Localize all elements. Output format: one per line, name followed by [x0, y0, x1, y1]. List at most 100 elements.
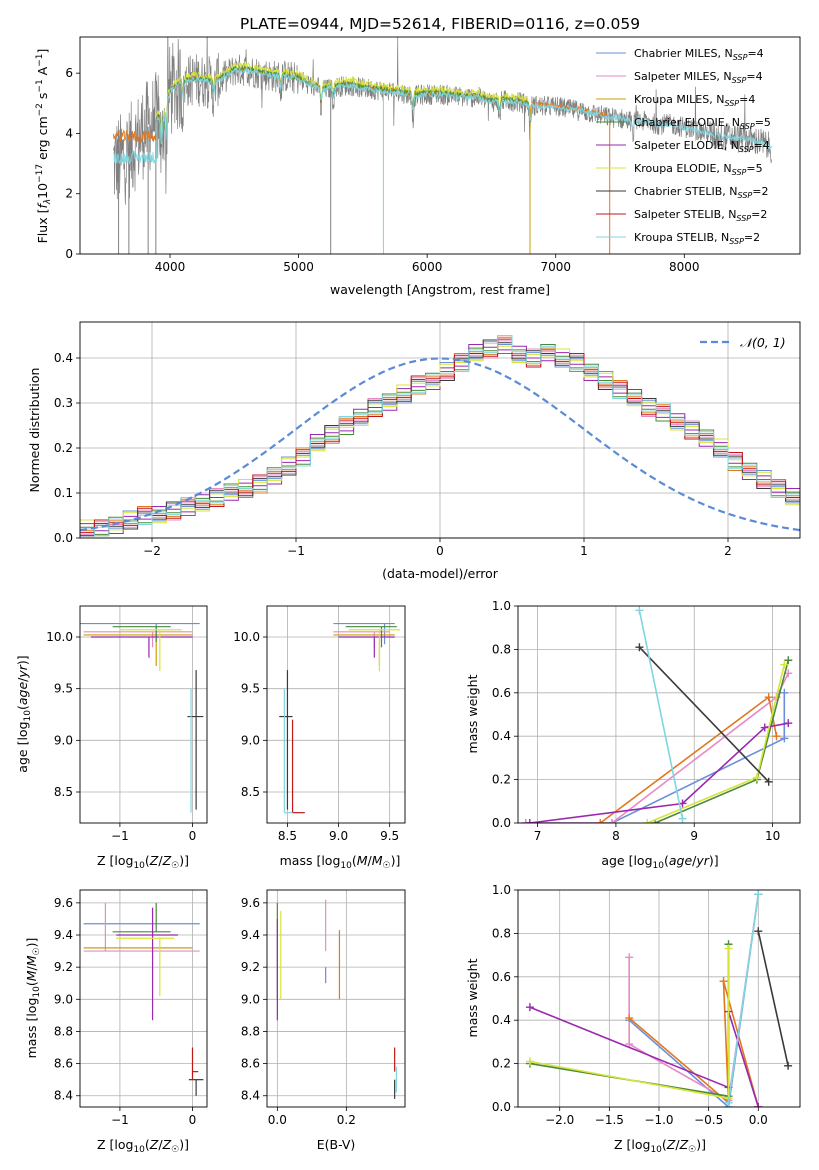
x-tick-label: 9.0 [329, 829, 348, 843]
x-tick-label: 0 [189, 829, 197, 843]
axes-frame [79, 605, 208, 824]
weight-marker [525, 819, 534, 823]
legend-label: Salpeter MILES, NSSP=4 [634, 70, 763, 85]
x-tick-label: 0.0 [268, 1113, 287, 1127]
weight-marker [780, 734, 789, 743]
y-axis-label: Flux [fλ10−17 erg cm−2 s−1 A−1] [35, 49, 53, 244]
x-tick-label: 4000 [155, 260, 186, 274]
y-tick-label: 9.0 [241, 992, 260, 1006]
weight-series [754, 927, 793, 1070]
y-axis-label: mass [log10(M/M☉)] [24, 938, 42, 1059]
x-tick-label: 7 [534, 829, 542, 843]
weight-marker [635, 643, 644, 652]
y-tick-label: 0.8 [492, 926, 511, 940]
y-tick-label: 0.1 [54, 486, 73, 500]
weight-line [529, 722, 789, 823]
weight-series [643, 660, 789, 823]
weight-marker [780, 660, 789, 669]
errorbar-point [116, 937, 175, 997]
x-axis-label: Z [log10(Z/Z☉)] [97, 853, 189, 871]
x-tick-label: 1 [580, 544, 588, 558]
x-tick-label: 8000 [669, 260, 700, 274]
weight-series [724, 890, 763, 1107]
errorbar-point [348, 629, 400, 672]
y-tick-label: 0.0 [54, 531, 73, 545]
y-tick-label: 8.5 [241, 785, 260, 799]
x-tick-label: 10 [765, 829, 780, 843]
axes-frame [266, 605, 406, 824]
weight-marker [764, 693, 773, 702]
weight-series [635, 606, 687, 823]
errorbar-point [116, 907, 178, 1021]
weight-series [635, 643, 773, 786]
weight-line [757, 931, 789, 1066]
x-axis-label: (data-model)/error [382, 566, 499, 581]
histogram-step [80, 335, 800, 538]
spectrum-model-line [155, 61, 531, 140]
legend-label: 𝒩(0, 1) [740, 335, 786, 350]
y-tick-label: 9.2 [241, 960, 260, 974]
y-tick-label: 9.5 [54, 682, 73, 696]
weight-marker [625, 1014, 634, 1023]
x-tick-label: 0 [436, 544, 444, 558]
axes-frame [79, 36, 801, 255]
panel-residuals: −2 −1 0 1 2 0.0 0.1 0.2 0.3 0.4 𝒩(0, 1) (data-model… [27, 321, 801, 581]
axes-frame [79, 889, 208, 1108]
panel-spectrum: 4000 5000 6000 7000 8000 0 2 4 6 wavelength [Angs… [35, 36, 801, 297]
x-tick-label: −1 [287, 544, 305, 558]
panel-age_vs_mass: 8.5 9.0 9.5 8.5 9.0 9.5 10.0 mass [log10(M/M☉)] [233, 605, 406, 871]
y-tick-label: 4 [65, 126, 73, 140]
errorbar-point [191, 1047, 199, 1080]
y-tick-label: 9.6 [241, 896, 260, 910]
legend-label: Chabrier STELIB, NSSP=2 [634, 185, 768, 200]
errorbar-point [283, 688, 293, 814]
weight-marker [596, 819, 605, 823]
weight-line [628, 980, 760, 1107]
x-tick-label: −1.5 [595, 1113, 624, 1127]
x-tick-label: 0 [189, 1113, 197, 1127]
x-axis-label: Z [log10(Z/Z☉)] [614, 1137, 706, 1155]
panel-age_vs_Z: −1 0 8.5 9.0 9.5 10.0 Z [log10(Z/Z☉)] age [log1… [15, 605, 208, 871]
weight-marker [760, 723, 769, 732]
weight-marker [724, 944, 733, 953]
x-tick-label: −1.0 [644, 1113, 673, 1127]
weight-marker [784, 719, 793, 728]
errorbar-point [188, 1079, 204, 1096]
y-tick-label: 10.0 [233, 630, 260, 644]
y-axis-label: age [log10(age/yr)] [15, 655, 33, 772]
weight-marker [752, 773, 761, 782]
weight-marker [521, 819, 530, 823]
weight-marker [525, 1003, 534, 1012]
y-axis-label: mass weight [465, 958, 480, 1037]
weight-marker [784, 656, 793, 665]
panel-mass_vs_Z: −1 0 8.4 8.6 8.8 9.0 9.2 9.4 9.6 Z [log10(Z/Z☉)] m… [24, 889, 208, 1155]
y-tick-label: 8.6 [54, 1057, 73, 1071]
x-tick-label: −2 [143, 544, 161, 558]
x-tick-label: −1 [111, 1113, 129, 1127]
weight-marker [724, 1098, 733, 1107]
errorbar-point [291, 719, 305, 814]
y-tick-label: 0.0 [492, 816, 511, 830]
x-tick-label: 0.2 [337, 1113, 356, 1127]
y-tick-label: 8.4 [54, 1089, 73, 1103]
y-tick-label: 9.5 [241, 682, 260, 696]
x-tick-label: 9.5 [380, 829, 399, 843]
panel-mass_vs_EBV: 0.0 0.2 8.4 8.6 8.8 9.0 9.2 9.4 9.6 E(B-V) [241, 889, 406, 1152]
y-tick-label: 10.0 [46, 630, 73, 644]
plot-area [80, 335, 800, 538]
y-tick-label: 0.2 [492, 1057, 511, 1071]
y-tick-label: 8.4 [241, 1089, 260, 1103]
errorbar-point [279, 670, 293, 810]
y-tick-label: 2 [65, 187, 73, 201]
axes-frame [517, 605, 801, 824]
axes-frame [266, 889, 406, 1108]
panel-weight_vs_age: 7 8 9 10 0.0 0.2 0.4 0.6 0.8 1.0 age [log10(age/yr… [465, 599, 801, 871]
weight-marker [719, 977, 728, 986]
weight-marker [780, 688, 789, 697]
y-tick-label: 0.4 [492, 1013, 511, 1027]
weight-marker [764, 777, 773, 786]
x-tick-label: 7000 [540, 260, 571, 274]
weight-series [525, 719, 793, 823]
weight-line [638, 610, 684, 819]
